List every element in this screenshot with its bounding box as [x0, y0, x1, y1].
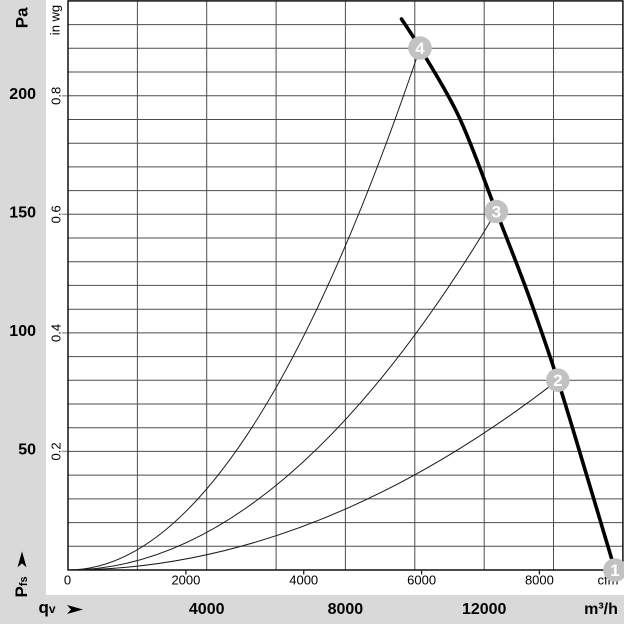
- svg-text:2: 2: [553, 371, 562, 390]
- svg-text:4: 4: [415, 39, 425, 58]
- svg-text:6000: 6000: [407, 573, 436, 588]
- svg-text:100: 100: [9, 323, 36, 340]
- svg-text:2000: 2000: [171, 573, 200, 588]
- svg-text:0.8: 0.8: [49, 87, 64, 105]
- svg-text:0.4: 0.4: [49, 324, 64, 342]
- svg-text:qv: qv: [39, 598, 56, 617]
- svg-text:in wg: in wg: [48, 5, 63, 35]
- svg-text:0.6: 0.6: [49, 205, 64, 223]
- svg-text:4000: 4000: [189, 601, 225, 618]
- svg-text:Pa: Pa: [13, 7, 32, 28]
- svg-text:1: 1: [610, 561, 619, 580]
- svg-text:m³/h: m³/h: [584, 601, 618, 618]
- svg-text:200: 200: [9, 86, 36, 103]
- svg-text:0: 0: [64, 573, 71, 588]
- svg-text:8000: 8000: [525, 573, 554, 588]
- svg-text:3: 3: [492, 203, 501, 222]
- svg-text:4000: 4000: [289, 573, 318, 588]
- svg-text:150: 150: [9, 205, 36, 222]
- svg-text:8000: 8000: [328, 601, 364, 618]
- svg-text:12000: 12000: [462, 601, 507, 618]
- svg-text:50: 50: [18, 442, 36, 459]
- svg-text:0.2: 0.2: [49, 442, 64, 460]
